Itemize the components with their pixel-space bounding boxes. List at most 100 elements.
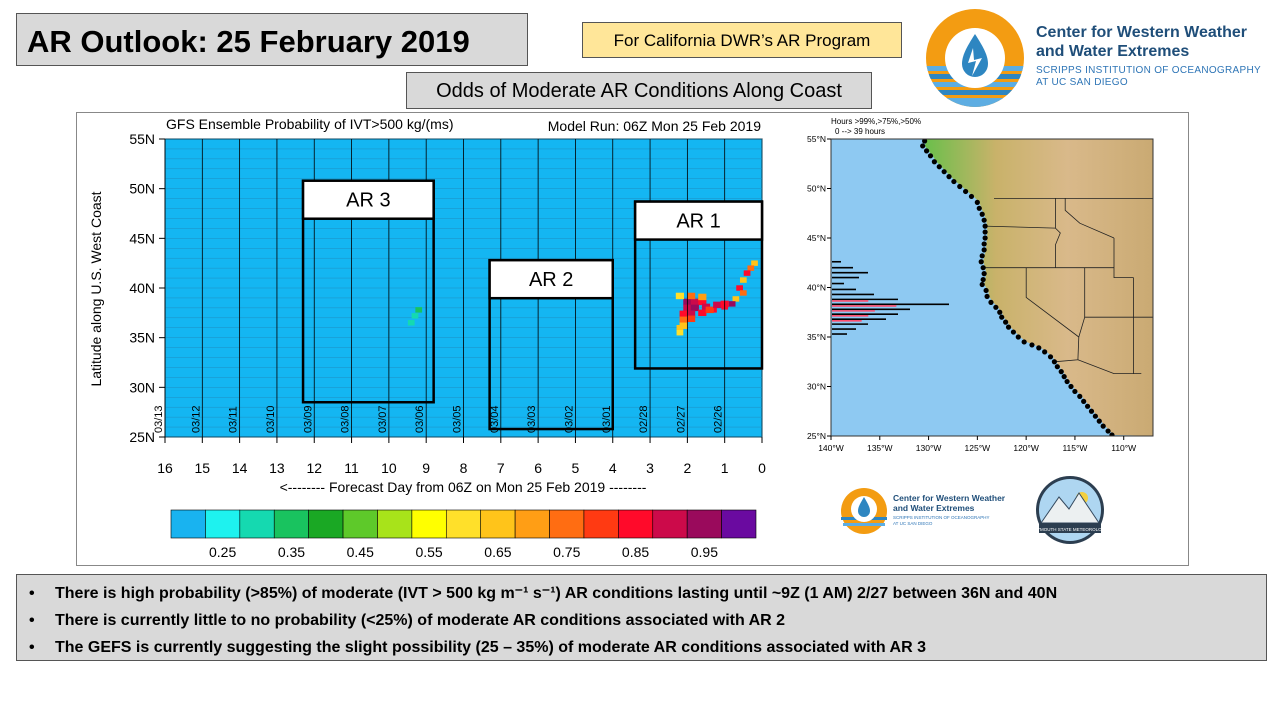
border-line [1113, 238, 1134, 278]
map-y-tick-label: 30°N [807, 382, 826, 392]
probability-cell [411, 313, 419, 319]
coast-point [982, 229, 988, 235]
colorbar-swatch [583, 509, 619, 539]
coast-point [927, 153, 934, 159]
colorbar-swatch [652, 509, 688, 539]
x-tick-label: 6 [534, 460, 542, 476]
x-tick-label: 10 [381, 460, 397, 476]
coast-point [963, 188, 969, 195]
colorbar-swatch [308, 509, 344, 539]
coast-point [1054, 364, 1060, 370]
coast-point [941, 169, 947, 175]
coast-point [920, 143, 926, 149]
coast-point [931, 159, 937, 165]
coast-point [1081, 398, 1087, 404]
page-title: AR Outlook: 25 February 2019 [16, 13, 528, 66]
heatmap-x-ticks: 16 15 14 13 12 11 10 9 8 7 6 5 4 3 2 1 0 [157, 437, 766, 476]
coast-point [999, 314, 1005, 320]
border-line [1078, 267, 1086, 338]
colorbar-swatch [273, 509, 309, 539]
colorbar-swatch [342, 509, 378, 539]
date-label: 02/28 [638, 405, 650, 433]
coast-point [983, 287, 989, 294]
y-tick-label: 50N [129, 181, 155, 197]
coast-point [980, 276, 986, 283]
date-label: 03/10 [265, 405, 277, 433]
date-label: 03/02 [563, 405, 575, 433]
x-tick-label: 8 [460, 460, 468, 476]
probability-cell [687, 315, 696, 323]
coast-point [936, 164, 942, 170]
y-tick-label: 45N [129, 230, 155, 246]
ar-box-label: AR 2 [529, 269, 573, 291]
date-label: 03/03 [526, 405, 538, 433]
y-tick-label: 40N [129, 280, 155, 296]
coastline-points [920, 139, 1115, 436]
probability-cell [736, 285, 743, 291]
coast-point [1109, 432, 1115, 436]
coast-point [978, 259, 984, 265]
probability-cell [690, 298, 699, 306]
ar-boxes: AR 3 AR 2 AR 1 [301, 179, 764, 431]
logo-sub-line2: AT UC SAN DIEGO [1036, 77, 1128, 88]
map-x-tick-label: 135°W [867, 443, 893, 453]
border-line [1077, 359, 1142, 374]
colorbar-swatch [721, 509, 757, 539]
heatmap-y-label: Latitude along U.S. West Coast [88, 191, 104, 386]
note-text-1: There is high probability (>85%) of mode… [55, 585, 1058, 602]
probability-cell [698, 309, 707, 317]
map-y-ticks: 25°N 30°N 35°N 40°N 45°N 50°N 55°N [807, 134, 831, 441]
probability-cell [705, 306, 714, 314]
coast-point [982, 235, 988, 241]
note-item: • There is currently little to no probabi… [29, 612, 786, 629]
colorbar-swatch [480, 509, 516, 539]
probability-cell [732, 296, 740, 302]
x-tick-label: 0 [758, 460, 766, 476]
coast-point [1084, 403, 1091, 409]
date-label: 03/06 [414, 405, 426, 433]
border-line [1055, 227, 1061, 268]
x-tick-label: 2 [683, 460, 691, 476]
note-item: • There is high probability (>85%) of mod… [29, 585, 1058, 602]
map-x-tick-label: 115°W [1062, 443, 1087, 453]
ar-box-header [488, 258, 614, 300]
border-line [1025, 267, 1080, 338]
coast-point [988, 299, 994, 305]
coast-point [984, 293, 990, 300]
water-drop-sun-icon [926, 9, 1024, 107]
probability-cell [698, 293, 707, 301]
colorbar-swatch [514, 509, 550, 539]
mountain-sun-icon: PLYMOUTH STATE METEOROLOGY [1032, 476, 1108, 544]
coast-point [997, 309, 1003, 315]
coast-point [1077, 393, 1083, 399]
coast-point [1005, 324, 1012, 330]
colorbar-swatch [618, 509, 654, 539]
x-tick-label: 1 [721, 460, 729, 476]
map-x-tick-label: 120°W [1013, 443, 1039, 453]
map-y-tick-label: 35°N [807, 332, 826, 342]
x-tick-label: 5 [572, 460, 580, 476]
coast-point [1061, 374, 1067, 380]
probability-cell [407, 320, 415, 326]
coast-point [981, 241, 987, 247]
x-tick-label: 9 [422, 460, 430, 476]
coast-point [1029, 342, 1035, 348]
colorbar-label: 0.35 [278, 544, 305, 560]
coast-point [981, 247, 987, 253]
figure-panel: 03/13 03/12 03/11 03/10 03/09 03/08 03/07 03/06… [76, 112, 1189, 566]
probability-cell [751, 260, 758, 266]
coast-point [979, 281, 985, 288]
coast-point [1058, 369, 1064, 375]
colorbar-label: 0.75 [553, 544, 580, 560]
logo-name-line1: Center for Western Weather [1036, 24, 1248, 41]
y-tick-label: 55N [129, 131, 155, 147]
note-item: • The GEFS is currently suggesting the sl… [29, 639, 926, 656]
colorbar-label: 0.65 [484, 544, 511, 560]
coast-point [1088, 408, 1095, 414]
date-label: 03/07 [377, 405, 389, 433]
coast-point [1036, 345, 1042, 351]
colorbar-swatch [445, 509, 482, 539]
logo-sub-line1: SCRIPPS INSTITUTION OF OCEANOGRAPHY [1036, 65, 1261, 76]
coast-point [1042, 349, 1048, 355]
colorbar-swatch [549, 509, 585, 539]
